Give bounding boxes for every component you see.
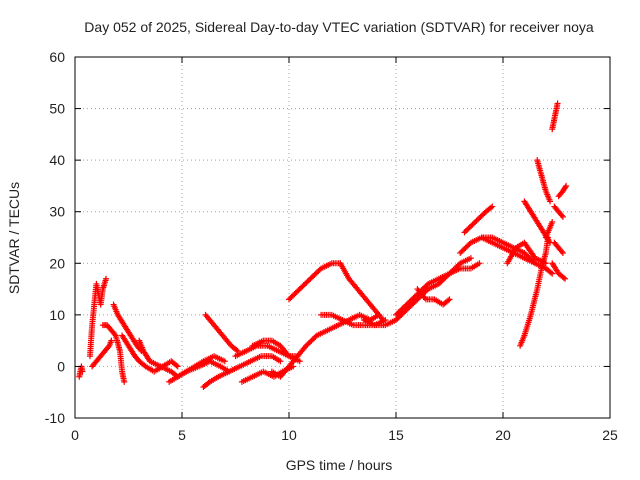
y-tick-label: 20 (49, 255, 65, 271)
x-tick-label: 10 (281, 427, 297, 443)
series-s24 (517, 234, 551, 349)
series-s29 (555, 182, 570, 200)
y-tick-label: 40 (49, 152, 65, 168)
x-tick-label: 0 (71, 427, 79, 443)
data-point (530, 258, 537, 265)
series-s22 (478, 234, 556, 277)
data-point (121, 378, 128, 385)
series-s26 (534, 157, 554, 205)
series-s4 (99, 322, 128, 385)
data-point (554, 100, 561, 107)
data-point (382, 317, 389, 324)
y-tick-label: 60 (49, 49, 65, 65)
y-tick-label: -10 (45, 410, 65, 426)
y-axis-ticks: -10 0 10 20 30 40 50 60 (45, 49, 610, 426)
data-point (467, 255, 474, 262)
y-tick-label: 10 (49, 307, 65, 323)
data-point (316, 266, 323, 273)
data-point (466, 240, 473, 247)
data-point (549, 270, 556, 277)
data-point (559, 249, 566, 256)
x-tick-label: 25 (602, 427, 618, 443)
data-point (455, 261, 462, 268)
data-point (108, 337, 115, 344)
series-s21 (461, 203, 496, 236)
series-s30 (551, 239, 566, 256)
series-s1 (76, 363, 86, 380)
data-point (488, 204, 495, 211)
data-point (79, 368, 86, 375)
data-point (476, 260, 483, 267)
data-point (558, 248, 565, 255)
data-point (547, 198, 554, 205)
data-point (277, 358, 284, 365)
data-point (105, 344, 112, 351)
series-s10 (200, 353, 284, 391)
data-point (103, 275, 110, 282)
series-s9 (202, 311, 241, 354)
data-point (445, 297, 452, 304)
data-point (446, 296, 453, 303)
data-point (562, 184, 569, 191)
y-tick-label: 0 (57, 358, 65, 374)
series-s6 (119, 332, 181, 375)
plot-frame (74, 56, 611, 419)
data-point (563, 182, 570, 189)
series-s3 (89, 337, 115, 370)
series-s2 (86, 275, 110, 360)
data-point (559, 213, 566, 220)
data-point (111, 331, 118, 338)
x-tick-label: 15 (388, 427, 404, 443)
data-point (312, 333, 319, 340)
series-s19 (414, 286, 453, 308)
series-s32 (549, 100, 561, 133)
data-point (173, 362, 180, 369)
series-s28 (551, 203, 566, 220)
x-axis-label: GPS time / hours (286, 457, 393, 473)
series-s25 (521, 198, 554, 246)
data-points (76, 100, 570, 391)
series-s23 (504, 239, 549, 267)
series-s15 (286, 260, 387, 324)
data-point (558, 212, 565, 219)
x-axis-ticks: 0 5 10 15 20 25 (71, 57, 618, 443)
data-point (562, 275, 569, 282)
data-point (549, 219, 556, 226)
series-s27 (542, 219, 556, 241)
y-axis-label: SDTVAR / TECUs (6, 182, 22, 294)
data-point (560, 274, 567, 281)
y-tick-label: 50 (49, 101, 65, 117)
y-tick-label: 30 (49, 204, 65, 220)
data-point (221, 358, 228, 365)
x-tick-label: 5 (178, 427, 186, 443)
chart-title: Day 052 of 2025, Sidereal Day-to-day VTE… (84, 19, 594, 35)
x-tick-label: 20 (495, 427, 511, 443)
data-point (233, 346, 240, 353)
series-s31 (549, 260, 569, 282)
data-point (423, 282, 430, 289)
data-point (174, 363, 181, 370)
data-point (547, 269, 554, 276)
data-point (489, 203, 496, 210)
data-point (296, 358, 303, 365)
